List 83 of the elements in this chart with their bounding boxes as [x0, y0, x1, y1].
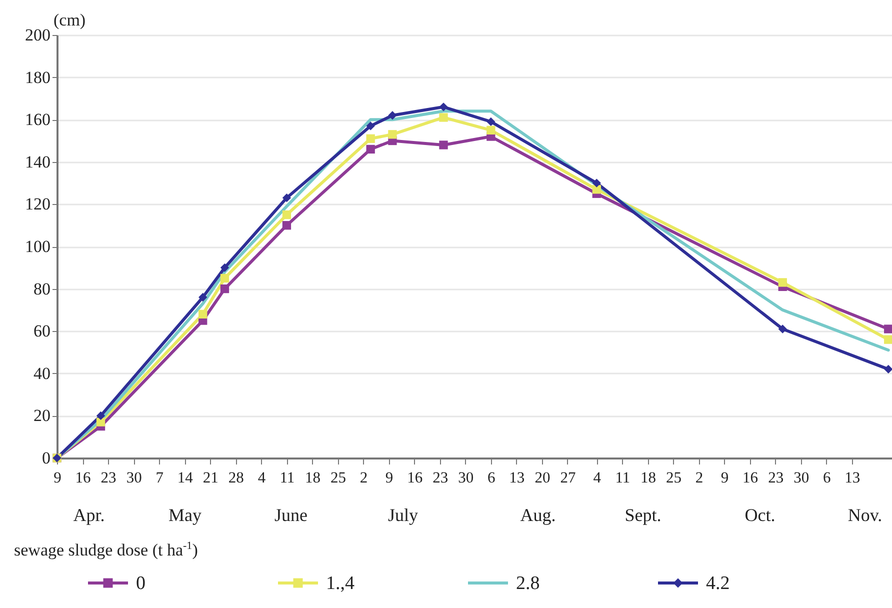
text: Nov. [848, 505, 882, 525]
x-tick-label: 30 [126, 470, 142, 486]
x-tick-label: 23 [768, 470, 784, 486]
point [282, 194, 292, 202]
y-tick-label: 20 [34, 406, 50, 426]
y-tick-label: 140 [25, 152, 50, 172]
x-tick-label: 27 [560, 470, 576, 486]
x-tick-label: 18 [640, 470, 656, 486]
x-tick-label: 9 [385, 470, 394, 486]
x-tick-label: 6 [822, 470, 831, 486]
x-tick-label: 9 [720, 470, 729, 486]
legend-label: 1.,4 [326, 573, 355, 594]
text: May [168, 505, 202, 525]
y-tick-label: 160 [25, 110, 50, 130]
text: Apr. [73, 505, 105, 525]
point [439, 140, 448, 150]
text: June [274, 505, 308, 525]
x-tick-label: 4 [593, 470, 602, 486]
x-tick-label: 23 [100, 470, 117, 486]
y-tick-label: 80 [34, 279, 50, 298]
legend-label: 4.2 [706, 573, 730, 594]
point [439, 102, 448, 112]
x-tick-label: 16 [742, 470, 758, 486]
x-tick-label: 30 [794, 470, 810, 486]
point [884, 364, 892, 374]
x-tick-label: 23 [432, 470, 448, 486]
text: July [388, 505, 418, 525]
point [778, 324, 787, 334]
y-tick-label: 60 [34, 322, 50, 341]
x-tick-label: 21 [202, 470, 218, 486]
y-tick-label: 40 [34, 364, 50, 383]
legend-label: 0 [136, 573, 146, 594]
point [366, 144, 375, 154]
x-tick-label: 2 [360, 470, 368, 486]
x-tick-label: 16 [75, 470, 92, 486]
y-axis-title: (cm) [54, 10, 86, 30]
x-tick-label: 7 [156, 470, 164, 486]
x-tick-label: 20 [534, 470, 550, 486]
x-tick-label: 18 [304, 470, 321, 486]
point [220, 284, 230, 294]
text: Sept. [624, 505, 662, 525]
legend-label: 2.8 [516, 573, 540, 594]
point [96, 411, 106, 420]
point [486, 126, 496, 135]
x-tick-label: 13 [509, 470, 525, 486]
y-tick-label: 180 [25, 68, 50, 87]
legend-title: sewage sludge dose (t ha$^{-1}$) [14, 540, 198, 561]
point [388, 130, 397, 139]
x-tick-label: 28 [228, 470, 244, 486]
x-tick-label: 4 [258, 470, 266, 486]
x-tick-label: 16 [407, 470, 423, 486]
point [96, 418, 106, 426]
x-tick-label: 11 [280, 470, 295, 486]
point [486, 117, 496, 126]
x-tick-label: 9 [54, 470, 62, 486]
point [439, 113, 448, 122]
text: Oct. [744, 505, 776, 525]
x-tick-label: 25 [330, 470, 346, 486]
y-tick-label: 100 [25, 237, 50, 256]
x-tick-label: 6 [488, 470, 496, 486]
point [884, 324, 892, 334]
point [282, 221, 292, 230]
x-tick-label: 30 [458, 470, 474, 486]
point [220, 263, 230, 272]
point [220, 274, 230, 283]
x-tick-label: 25 [666, 470, 682, 486]
point [282, 210, 292, 220]
point [198, 310, 208, 319]
point [778, 278, 787, 287]
point [592, 178, 601, 188]
x-tick-label: 11 [615, 470, 630, 486]
point [366, 122, 375, 130]
x-tick-label: 13 [844, 470, 860, 486]
text: Aug. [520, 505, 556, 525]
x-tick-label: 14 [177, 470, 194, 486]
point [366, 134, 375, 143]
y-tick-label: 200 [25, 26, 50, 44]
y-tick-label: 0 [42, 448, 50, 468]
point [198, 292, 208, 302]
x-tick-label: 2 [695, 470, 704, 486]
y-tick-label: 120 [25, 194, 50, 214]
point [884, 335, 892, 344]
point [388, 111, 397, 120]
